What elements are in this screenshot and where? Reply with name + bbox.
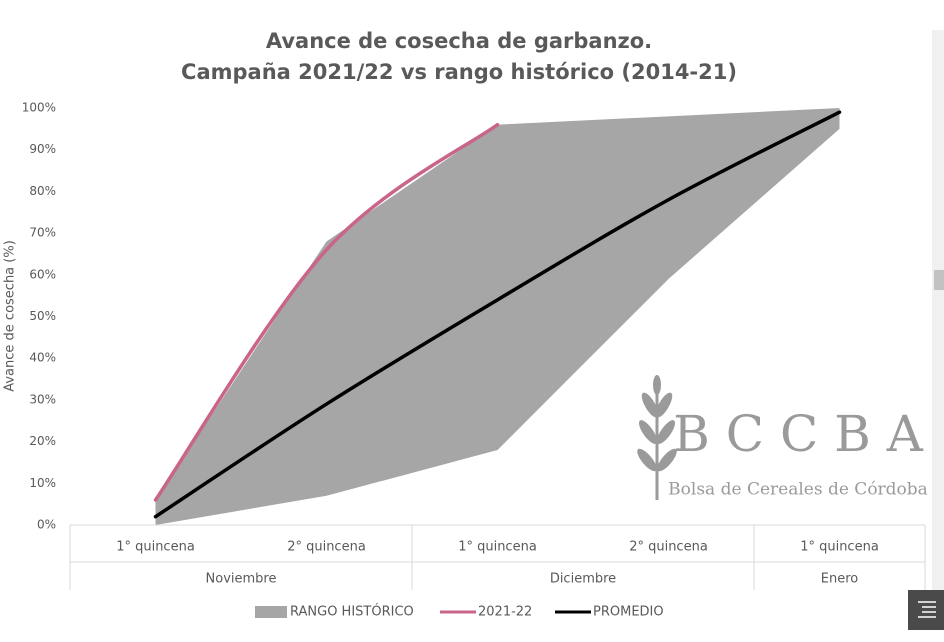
y-tick-label: 30% — [29, 392, 56, 406]
logo-subtitle: Bolsa de Cereales de Córdoba — [668, 480, 928, 500]
x-tick-label: 1° quincena — [800, 540, 879, 555]
range-area — [155, 108, 840, 525]
x-group-label: Enero — [821, 572, 859, 587]
chart-subtitle: Campaña 2021/22 vs rango histórico (2014… — [181, 60, 737, 84]
y-tick-label: 40% — [29, 351, 56, 365]
legend-label: 2021-22 — [478, 605, 532, 620]
x-group-label: Noviembre — [206, 572, 277, 587]
y-axis-title: Avance de cosecha (%) — [3, 240, 18, 392]
y-tick-label: 10% — [29, 476, 56, 490]
series-line — [153, 110, 842, 519]
logo-title: B C C B A — [673, 405, 924, 463]
y-tick-label: 80% — [29, 184, 56, 198]
legend-swatch — [255, 606, 287, 618]
y-tick-label: 50% — [29, 309, 56, 323]
logo-icon — [637, 375, 677, 500]
x-tick-label: 1° quincena — [458, 540, 537, 555]
menu-icon — [918, 601, 936, 618]
series-line — [153, 122, 500, 502]
y-tick-label: 70% — [29, 226, 56, 240]
y-tick-label: 60% — [29, 267, 56, 281]
y-tick-label: 20% — [29, 434, 56, 448]
y-tick-label: 0% — [37, 518, 56, 532]
x-tick-label: 2° quincena — [629, 540, 708, 555]
menu-button[interactable] — [908, 590, 944, 630]
x-tick-label: 2° quincena — [287, 540, 366, 555]
scrollbar[interactable] — [932, 30, 944, 590]
scrollbar-thumb[interactable] — [934, 270, 944, 290]
x-group-label: Diciembre — [550, 572, 616, 587]
y-tick-label: 100% — [22, 101, 56, 115]
y-tick-label: 90% — [29, 142, 56, 156]
chart-title: Avance de cosecha de garbanzo. — [266, 29, 652, 53]
legend-label: RANGO HISTÓRICO — [290, 604, 414, 620]
legend-label: PROMEDIO — [593, 605, 664, 620]
x-tick-label: 1° quincena — [116, 540, 195, 555]
